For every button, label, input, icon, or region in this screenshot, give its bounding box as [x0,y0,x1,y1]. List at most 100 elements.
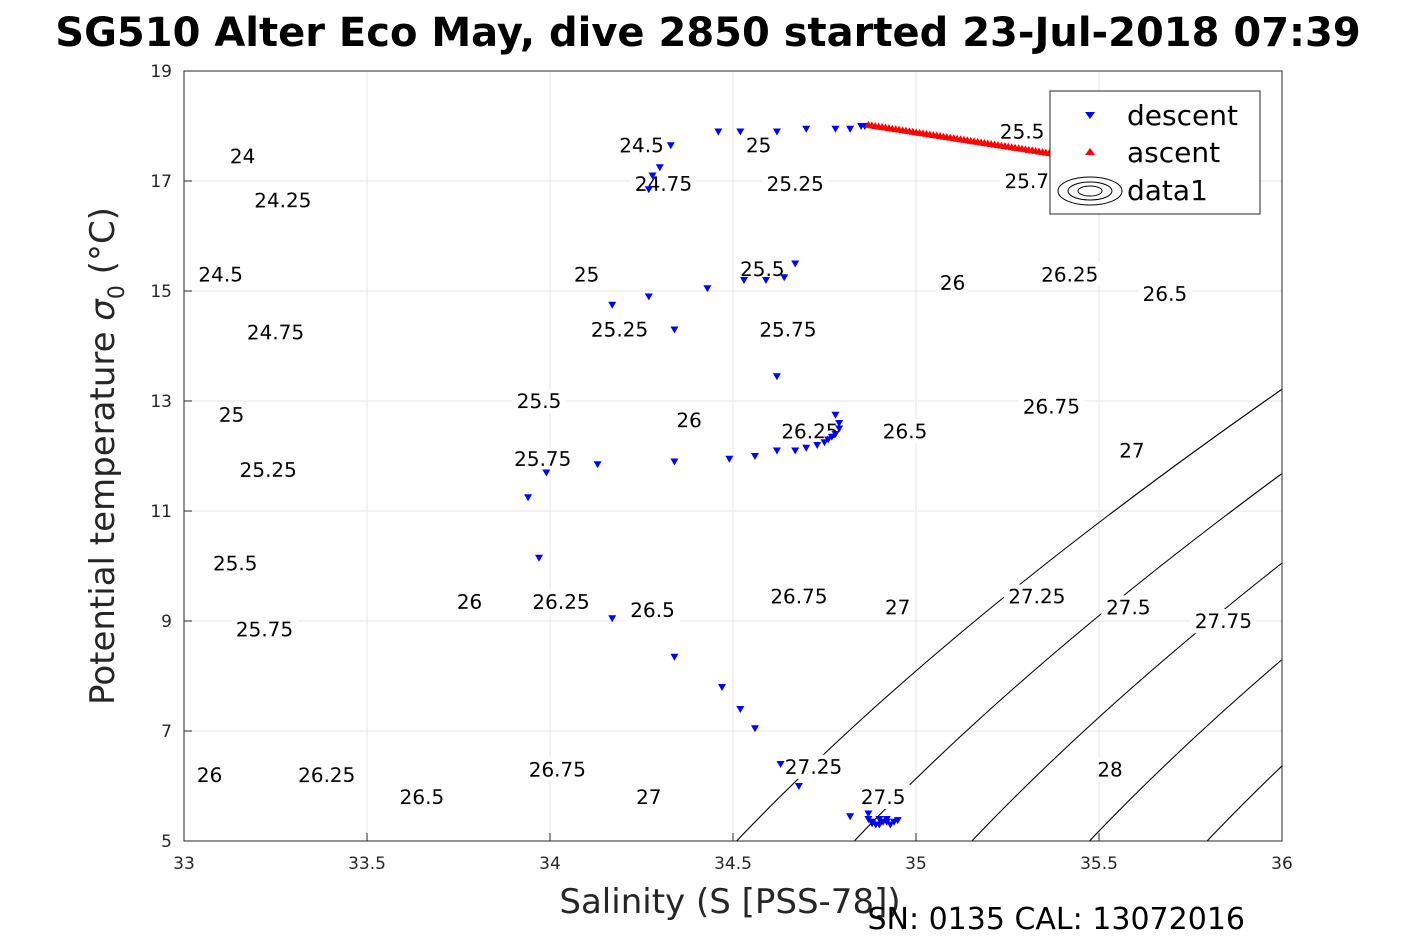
contour-label: 27.25 [780,754,847,780]
descent-point [835,420,844,427]
chart-title: SG510 Alter Eco May, dive 2850 started 2… [55,10,1360,56]
contour-label: 27.5 [1101,595,1156,620]
contour-label-text: 28 [1097,757,1123,781]
contour-label-text: 25.25 [239,458,296,482]
descent-point [593,461,602,469]
contour-label-text: 25 [574,262,600,286]
contour-label-bg [674,408,705,433]
contour-label: 26.25 [293,762,360,788]
descent-point [535,554,544,562]
x-tick-label: 36 [1271,854,1293,874]
contour-label-text: 26.25 [1041,262,1098,286]
descent-point [875,816,884,823]
contour-label-bg [1094,757,1126,782]
contour-label-bg [1137,281,1192,306]
y-tick-label: 11 [150,502,172,522]
descent-point [644,186,653,194]
contour-label-bg [1003,584,1070,609]
y-axis-label-subscript: 0 [105,285,130,299]
contour-label: 26.75 [524,757,591,782]
contour-label-text: 24.75 [247,320,304,344]
x-axis-label: Salinity (S [PSS-78]) [559,882,900,922]
descent-point [718,684,727,691]
contour-label: 25.75 [754,317,821,342]
contour-label-bg [633,784,664,810]
contour-label-text: 26.75 [770,584,827,608]
descent-point [886,821,895,829]
contour-label: 26 [674,408,705,433]
contour-label-text: 25.75 [236,617,293,641]
contour-label-bg [249,188,316,213]
contour-label-text: 26.5 [883,419,928,443]
footer-calibration: SN: 0135 CAL: 13072016 [867,902,1245,937]
descent-point [655,164,664,172]
contour-label-bg [571,262,602,287]
contour-label-bg [511,388,567,414]
descent-point [802,125,811,133]
contour-label-text: 26.5 [400,785,445,809]
contour-label: 26.75 [765,584,832,609]
x-tick-label: 33 [173,854,195,874]
descent-point [864,816,873,823]
contour-label-bg [194,762,225,788]
legend: descent ascent data1 [1049,90,1261,215]
contour-label-text: 26 [457,590,483,614]
legend-ascent-label: ascent [1127,136,1220,169]
contour-label-bg [882,595,913,620]
descent-point [864,810,873,818]
descent-point [608,615,617,623]
contour-label: 27 [633,784,664,810]
contour-label: 26.5 [1137,281,1192,306]
contour-label-text: 26.5 [1143,282,1188,306]
contour-label-bg [780,754,847,780]
y-axis-label: Potential temperature σ0 (°C) [83,207,130,705]
contour-label: 25 [571,262,602,287]
descent-point [670,326,679,334]
x-tick-label: 35 [905,854,927,874]
descent-point [608,301,617,309]
contour-label: 26 [194,762,225,788]
y-tick-label: 17 [150,172,172,192]
descent-point [813,442,822,449]
contour-label-text: 24.25 [254,188,311,212]
contour-label-bg [527,589,595,615]
contour-label-bg [235,457,302,483]
contour-label-bg [735,256,790,282]
contour-label-bg [509,446,576,472]
contour-label-text: 24.75 [635,172,692,196]
contour-label-bg [1190,608,1257,634]
y-axis-ticks: 5 7 9 11 13 15 17 19 [150,62,192,852]
descent-point [750,725,759,733]
contour-label-bg [454,589,485,614]
descent-point [772,373,781,381]
legend-box [1049,90,1261,215]
descent-point [648,172,657,180]
contour-label-text: 27.5 [1106,595,1151,619]
contour-line-24.75 [1088,658,1282,841]
contour-label-text: 27.75 [1195,609,1252,633]
contour-label: 26.5 [394,784,449,810]
contour-label: 27 [882,595,913,620]
contour-label-bg [1101,595,1156,620]
x-tick-label: 35.5 [1080,854,1118,874]
contour-label: 25 [743,133,774,158]
descent-point [666,142,675,150]
contour-label: 24.5 [614,133,669,158]
contour-label-bg [937,270,968,295]
descent-point [776,761,785,768]
contour-label: 25.5 [208,551,263,576]
contour-label: 25.25 [235,457,302,483]
contour-label: 26 [454,589,485,614]
descent-point [846,125,855,133]
contour-label: 25.25 [762,171,829,197]
descent-point [772,128,781,136]
contour-line-24 [735,388,1282,841]
contour-label-bg [293,762,360,788]
contour-label-text: 27 [1119,438,1145,462]
contour-label-bg [394,784,449,810]
contour-label-text: 26.25 [532,590,589,614]
descent-point [739,277,748,284]
contour-label-bg [1036,262,1103,287]
contour-line-25.25 [1299,44,1417,869]
y-tick-label: 7 [161,722,172,742]
